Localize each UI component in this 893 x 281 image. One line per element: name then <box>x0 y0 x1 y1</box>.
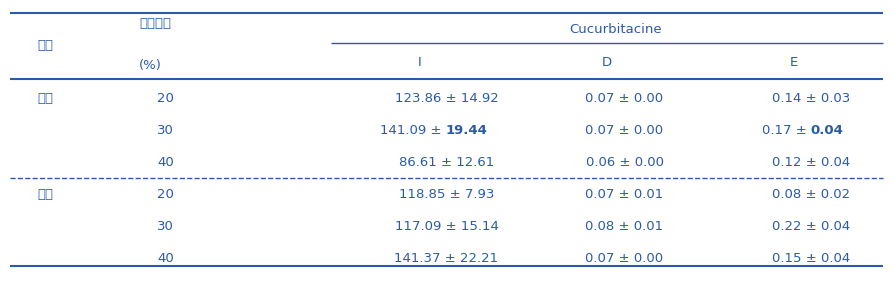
Text: (%): (%) <box>139 59 163 72</box>
Text: 0.22 ± 0.04: 0.22 ± 0.04 <box>772 219 851 233</box>
Text: 30: 30 <box>157 124 174 137</box>
Text: 19.44: 19.44 <box>446 124 488 137</box>
Text: 123.86 ± 14.92: 123.86 ± 14.92 <box>395 92 498 105</box>
Text: 0.17 ±: 0.17 ± <box>762 124 811 137</box>
Text: 0.07 ± 0.01: 0.07 ± 0.01 <box>586 187 663 201</box>
Text: 20: 20 <box>157 187 174 201</box>
Text: 141.09 ± 19.44: 141.09 ± 19.44 <box>395 124 498 137</box>
Text: 고온: 고온 <box>37 187 53 201</box>
Text: 0.04: 0.04 <box>811 124 844 137</box>
Text: 기온: 기온 <box>37 39 53 52</box>
Text: 0.06 ± 0.00: 0.06 ± 0.00 <box>586 156 663 169</box>
Text: I: I <box>418 56 421 69</box>
Text: 141.37 ± 22.21: 141.37 ± 22.21 <box>395 251 498 264</box>
Text: 0.08 ± 0.02: 0.08 ± 0.02 <box>772 187 850 201</box>
Text: 0.15 ± 0.04: 0.15 ± 0.04 <box>772 251 851 264</box>
Text: 40: 40 <box>157 251 174 264</box>
Text: E: E <box>789 56 797 69</box>
Text: 20: 20 <box>157 92 174 105</box>
Text: 0.17 ± 0.04: 0.17 ± 0.04 <box>772 124 851 137</box>
Text: 0.12 ± 0.04: 0.12 ± 0.04 <box>772 156 851 169</box>
Text: 30: 30 <box>157 219 174 233</box>
Text: 118.85 ± 7.93: 118.85 ± 7.93 <box>399 187 494 201</box>
Text: 40: 40 <box>157 156 174 169</box>
Text: 대조: 대조 <box>37 92 53 105</box>
Text: 117.09 ± 15.14: 117.09 ± 15.14 <box>395 219 498 233</box>
Text: 0.08 ± 0.01: 0.08 ± 0.01 <box>586 219 663 233</box>
Text: 0.14 ± 0.03: 0.14 ± 0.03 <box>772 92 851 105</box>
Text: 141.09 ±: 141.09 ± <box>380 124 446 137</box>
Text: 0.07 ± 0.00: 0.07 ± 0.00 <box>586 124 663 137</box>
Text: 0.07 ± 0.00: 0.07 ± 0.00 <box>586 92 663 105</box>
Text: 86.61 ± 12.61: 86.61 ± 12.61 <box>399 156 494 169</box>
Text: 토양수분: 토양수분 <box>139 17 171 30</box>
Text: 0.07 ± 0.00: 0.07 ± 0.00 <box>586 251 663 264</box>
Text: D: D <box>602 56 612 69</box>
Text: Cucurbitacine: Cucurbitacine <box>570 23 662 36</box>
